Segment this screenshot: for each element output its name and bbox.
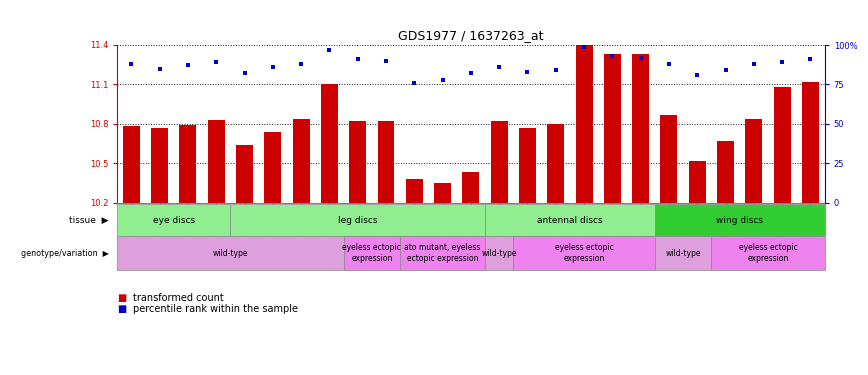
Bar	[604, 54, 621, 202]
Text: eye discs: eye discs	[153, 216, 194, 225]
Bar	[490, 121, 508, 202]
Bar	[575, 45, 593, 203]
Bar	[717, 141, 734, 202]
Bar	[802, 82, 819, 203]
Text: percentile rank within the sample: percentile rank within the sample	[133, 304, 298, 314]
Bar	[434, 183, 451, 203]
Bar	[773, 87, 791, 202]
Text: ato mutant, eyeless
ectopic expression: ato mutant, eyeless ectopic expression	[404, 243, 481, 263]
Bar	[321, 84, 338, 203]
Bar	[293, 118, 310, 202]
Bar	[661, 115, 677, 202]
Text: eyeless ectopic
expression: eyeless ectopic expression	[343, 243, 401, 263]
Bar	[349, 121, 366, 202]
Bar	[632, 54, 649, 202]
Bar	[265, 132, 281, 203]
Text: antennal discs: antennal discs	[537, 216, 602, 225]
Text: tissue  ▶: tissue ▶	[69, 216, 108, 225]
Bar	[746, 118, 762, 202]
Text: wild-type: wild-type	[482, 249, 517, 258]
Bar	[151, 128, 168, 202]
Bar	[548, 124, 564, 202]
Text: ■: ■	[117, 304, 127, 314]
Text: eyeless ectopic
expression: eyeless ectopic expression	[739, 243, 798, 263]
Text: transformed count: transformed count	[133, 293, 224, 303]
Title: GDS1977 / 1637263_at: GDS1977 / 1637263_at	[398, 30, 543, 42]
Bar	[463, 172, 479, 202]
Bar	[207, 120, 225, 202]
Text: wild-type: wild-type	[213, 249, 248, 258]
Bar	[236, 145, 253, 202]
Text: ■: ■	[117, 293, 127, 303]
Bar	[406, 179, 423, 203]
Bar	[519, 128, 536, 202]
Bar	[378, 121, 394, 202]
Text: genotype/variation  ▶: genotype/variation ▶	[21, 249, 108, 258]
Bar	[180, 125, 196, 202]
Text: leg discs: leg discs	[338, 216, 378, 225]
Text: wild-type: wild-type	[666, 249, 700, 258]
Text: wing discs: wing discs	[716, 216, 763, 225]
Bar	[123, 126, 140, 202]
Text: eyeless ectopic
expression: eyeless ectopic expression	[555, 243, 614, 263]
Bar	[689, 160, 706, 202]
